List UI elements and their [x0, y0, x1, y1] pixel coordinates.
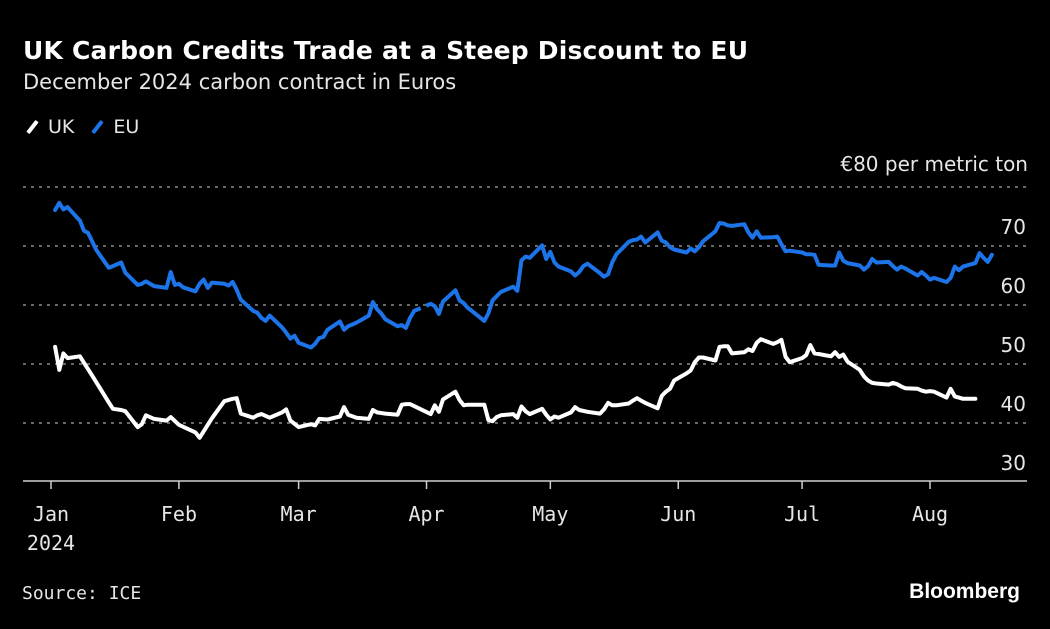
gridlines — [23, 186, 1027, 424]
x-tick-sublabel: 2024 — [27, 531, 75, 555]
x-tick-label: Aug — [912, 502, 948, 526]
x-axis: Jan 2024 Feb Mar Apr May Jun Jul Aug — [23, 480, 1027, 555]
x-tick-label: Mar — [281, 502, 317, 526]
series-line-eu — [428, 221, 994, 323]
legend-item-uk: UK — [23, 116, 74, 138]
x-tick-label: Jul — [784, 502, 820, 526]
x-tick-label: Apr — [408, 502, 444, 526]
legend-item-eu: EU — [88, 116, 139, 138]
x-tick-label: Jan — [33, 502, 69, 526]
x-tick-label: Jun — [660, 502, 696, 526]
y-tick-label: 30 — [1001, 451, 1026, 475]
chart-legend: UK EU — [23, 116, 139, 138]
x-tick-label: Feb — [161, 502, 197, 526]
chart-subtitle: December 2024 carbon contract in Euros — [23, 70, 457, 94]
y-tick-label: 40 — [1001, 392, 1026, 416]
x-tick-label: May — [532, 502, 568, 526]
bloomberg-logo: Bloomberg — [909, 580, 1020, 603]
legend-label-eu: EU — [113, 116, 140, 138]
y-tick-label: 70 — [1001, 215, 1026, 239]
series-lines — [53, 200, 994, 440]
series-line-eu-gap — [413, 301, 432, 313]
y-axis-ticks: 30 40 50 60 70 — [1001, 215, 1026, 475]
series-line-eu — [53, 200, 417, 350]
y-axis-unit-label: €80 per metric ton — [840, 152, 1028, 176]
y-tick-label: 60 — [1001, 274, 1026, 298]
y-tick-label: 50 — [1001, 333, 1026, 357]
legend-label-uk: UK — [48, 116, 75, 138]
chart-title: UK Carbon Credits Trade at a Steep Disco… — [23, 36, 749, 65]
source-note: Source: ICE — [22, 583, 142, 604]
